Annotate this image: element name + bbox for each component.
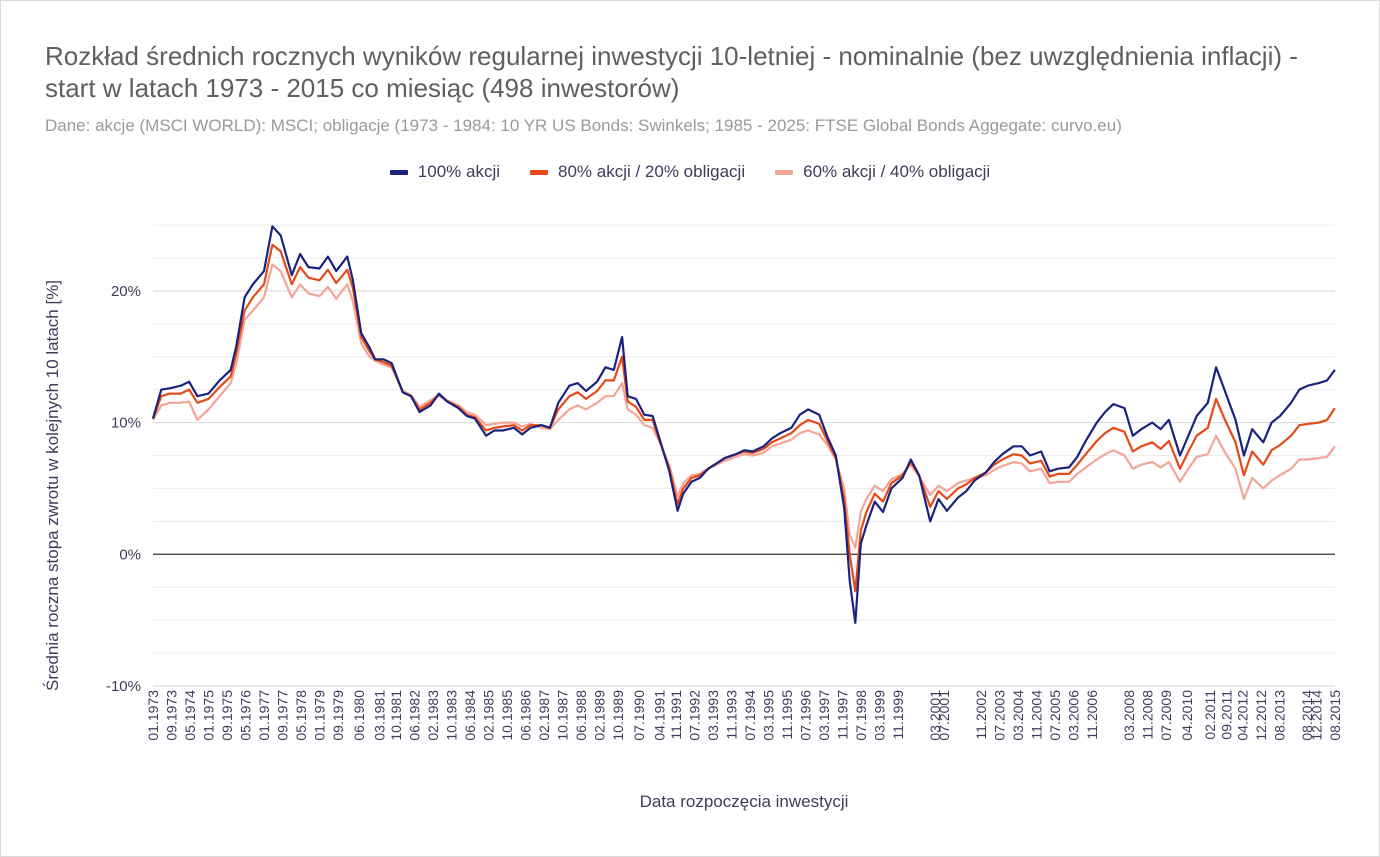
- x-tick-label: 07.2005: [1047, 690, 1063, 741]
- x-tick-label: 01.1973: [145, 690, 161, 741]
- x-tick-label: 11.1991: [668, 690, 684, 740]
- x-tick-label: 03.1993: [705, 690, 721, 741]
- x-tick-label: 05.1974: [182, 690, 198, 741]
- x-tick-label: 07.1992: [686, 690, 702, 741]
- x-tick-label: 01.1975: [201, 690, 217, 741]
- x-axis-label: Data rozpoczęcia inwestycji: [640, 792, 849, 811]
- x-tick-label: 12.2014: [1309, 690, 1325, 741]
- y-tick-label: 10%: [111, 415, 141, 432]
- x-tick-label: 06.1980: [351, 690, 367, 741]
- x-tick-label: 10.1989: [610, 690, 626, 741]
- x-tick-label: 03.2008: [1121, 690, 1137, 741]
- x-tick-label: 03.2001: [927, 690, 943, 741]
- x-tick-label: 03.1981: [372, 690, 388, 741]
- x-tick-label: 08.2015: [1327, 690, 1343, 741]
- y-tick-label: -10%: [106, 678, 141, 695]
- x-tick-label: 07.1990: [631, 690, 647, 741]
- x-tick-label: 10.1985: [499, 690, 515, 741]
- x-tick-label: 02.1987: [536, 690, 552, 741]
- x-tick-label: 04.1991: [652, 690, 668, 741]
- x-tick-label: 12.2012: [1253, 690, 1269, 741]
- legend-swatch: [775, 169, 794, 175]
- x-tick-label: 03.1995: [760, 690, 776, 741]
- x-tick-label: 09.1979: [330, 690, 346, 741]
- x-tick-label: 01.1977: [256, 690, 272, 741]
- x-tick-label: 02.1989: [591, 690, 607, 741]
- x-tick-label: 07.1998: [853, 690, 869, 741]
- x-tick-label: 03.1999: [871, 690, 887, 741]
- y-tick-label: 20%: [111, 283, 141, 300]
- x-tick-label: 11.2002: [973, 690, 989, 740]
- x-tick-label: 03.1997: [816, 690, 832, 741]
- series-line-100: [151, 225, 1336, 624]
- legend-item-60-akcji[interactable]: 60% akcji / 40% obligacji: [775, 162, 990, 182]
- x-tick-label: 09.1973: [164, 690, 180, 741]
- x-tick-label: 11.1997: [834, 690, 850, 740]
- x-tick-label: 03.2004: [1010, 690, 1026, 741]
- x-tick-label: 04.2010: [1179, 690, 1195, 741]
- x-tick-label: 02.2011: [1202, 690, 1218, 740]
- x-tick-label: 09.1975: [219, 690, 235, 741]
- legend-swatch: [530, 169, 548, 175]
- x-tick-label: 08.2013: [1271, 690, 1287, 741]
- x-tick-label: 10.1983: [443, 690, 459, 741]
- y-tick-label: 0%: [119, 546, 141, 563]
- y-axis-label: Średnia roczna stopa zwrotu w kolejnych …: [43, 280, 62, 691]
- chart-title: Rozkład średnich rocznych wyników regula…: [45, 41, 1298, 103]
- x-tick-label: 08.2014: [1299, 690, 1315, 741]
- x-tick-label: 05.1978: [293, 690, 309, 741]
- x-tick-label: 11.1999: [890, 690, 906, 740]
- x-tick-label: 11.2006: [1084, 690, 1100, 740]
- x-tick-label: 01.1979: [312, 690, 328, 741]
- x-tick-label: 06.1984: [462, 690, 478, 741]
- x-tick-label: 06.1986: [517, 690, 533, 741]
- x-tick-label: 03.2006: [1066, 690, 1082, 741]
- x-tick-label: 07.2001: [936, 690, 952, 741]
- x-tick-label: 11.2004: [1029, 690, 1045, 740]
- legend-label: 100% akcji: [417, 162, 500, 181]
- x-tick-label: 06.1988: [573, 690, 589, 741]
- x-tick-label: 07.2009: [1158, 690, 1174, 741]
- legend-label: 80% akcji / 20% obligacji: [558, 162, 746, 181]
- legend-item-80-akcji[interactable]: 80% akcji / 20% obligacji: [530, 162, 745, 182]
- x-tick-label: 04.2012: [1234, 690, 1250, 741]
- x-tick-label: 02.1985: [480, 690, 496, 741]
- series-line-60: [152, 263, 1336, 549]
- x-tick-label: 09.1977: [275, 690, 291, 741]
- x-tick-label: 07.2003: [992, 690, 1008, 741]
- legend-label: 60% akcji / 40% obligacji: [803, 162, 991, 181]
- x-tick-label: 10.1987: [554, 690, 570, 741]
- legend-swatch: [389, 169, 408, 175]
- x-tick-label: 09.2011: [1218, 690, 1234, 740]
- legend-item-100-akcji[interactable]: 100% akcji: [389, 162, 500, 182]
- x-tick-label: 07.1994: [742, 690, 758, 741]
- x-tick-label: 06.1982: [406, 690, 422, 741]
- x-tick-label: 10.1981: [388, 690, 404, 741]
- x-tick-label: 11.2008: [1140, 690, 1156, 740]
- series-line-80: [151, 243, 1336, 593]
- x-tick-label: 11.1993: [723, 690, 739, 740]
- legend: 100% akcji 80% akcji / 20% obligacji 60%…: [0, 162, 1380, 182]
- x-tick-label: 02.1983: [425, 690, 441, 741]
- x-tick-label: 11.1995: [779, 690, 795, 740]
- x-tick-label: 05.1976: [238, 690, 254, 741]
- x-tick-label: 07.1996: [797, 690, 813, 741]
- chart-subtitle: Dane: akcje (MSCI WORLD): MSCI; obligacj…: [45, 116, 1122, 135]
